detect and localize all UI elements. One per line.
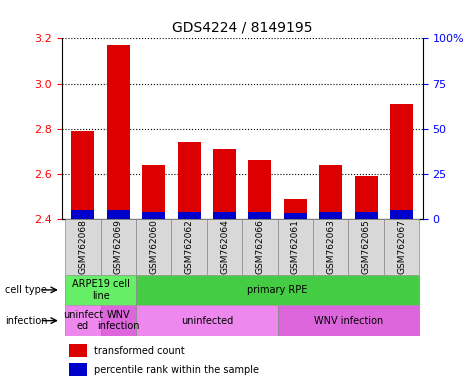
Bar (178, 142, 200, 219)
Text: primary RPE: primary RPE (247, 285, 308, 295)
Text: GSM762062: GSM762062 (185, 219, 194, 274)
Text: GSM762069: GSM762069 (114, 219, 123, 274)
Text: ARPE19 cell
line: ARPE19 cell line (72, 279, 130, 301)
Text: GSM762065: GSM762065 (361, 219, 371, 274)
Text: WNV infection: WNV infection (314, 316, 383, 326)
Text: cell type: cell type (5, 285, 47, 295)
Bar (136, 305, 278, 336)
Bar (242, 219, 278, 275)
Bar (136, 275, 419, 305)
Bar (142, 165, 165, 219)
Bar (355, 212, 378, 219)
Text: percentile rank within the sample: percentile rank within the sample (94, 364, 259, 375)
Bar (278, 219, 313, 275)
Bar (178, 212, 200, 219)
Bar (349, 219, 384, 275)
Bar (65, 275, 136, 305)
Bar (278, 305, 419, 336)
Bar (213, 212, 236, 219)
Bar (355, 176, 378, 219)
Bar (69, 344, 87, 357)
Text: GSM762063: GSM762063 (326, 219, 335, 274)
Bar (213, 149, 236, 219)
Text: transformed count: transformed count (94, 346, 185, 356)
Text: infection: infection (5, 316, 47, 326)
Bar (142, 212, 165, 219)
Text: GSM762060: GSM762060 (149, 219, 158, 274)
Bar (248, 212, 271, 219)
Bar (65, 219, 101, 275)
Text: GSM762067: GSM762067 (397, 219, 406, 274)
Bar (136, 219, 171, 275)
Bar (107, 210, 130, 219)
Bar (207, 219, 242, 275)
Bar (313, 219, 349, 275)
Text: GSM762064: GSM762064 (220, 219, 229, 274)
Bar (71, 131, 95, 219)
Bar (248, 160, 271, 219)
Bar (71, 210, 95, 219)
Bar (390, 104, 413, 219)
Text: GSM762061: GSM762061 (291, 219, 300, 274)
Title: GDS4224 / 8149195: GDS4224 / 8149195 (172, 20, 313, 35)
Text: GSM762066: GSM762066 (256, 219, 265, 274)
Bar (107, 45, 130, 219)
Bar (284, 199, 307, 219)
Bar (390, 210, 413, 219)
Bar (101, 219, 136, 275)
Bar (69, 363, 87, 376)
Bar (171, 219, 207, 275)
Bar (284, 214, 307, 219)
Bar (319, 212, 342, 219)
Bar (101, 305, 136, 336)
Bar (319, 165, 342, 219)
Bar (384, 219, 419, 275)
Text: WNV
infection: WNV infection (97, 310, 140, 331)
Text: uninfected: uninfected (180, 316, 233, 326)
Text: uninfect
ed: uninfect ed (63, 310, 103, 331)
Bar (65, 305, 101, 336)
Text: GSM762068: GSM762068 (78, 219, 87, 274)
